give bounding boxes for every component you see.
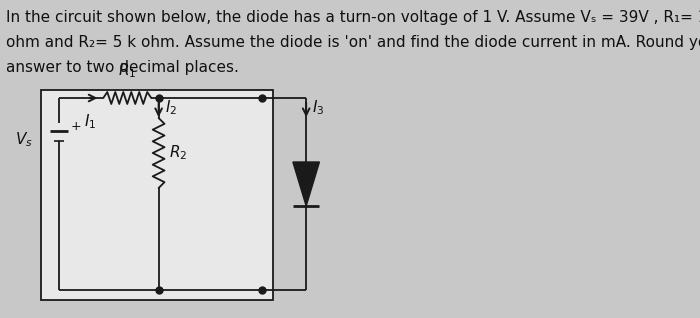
Text: answer to two decimal places.: answer to two decimal places. xyxy=(6,60,239,75)
Bar xyxy=(41,90,273,300)
Text: ohm and R₂= 5 k ohm. Assume the diode is 'on' and find the diode current in mA. : ohm and R₂= 5 k ohm. Assume the diode is… xyxy=(6,35,700,50)
Text: $I_2$: $I_2$ xyxy=(164,99,176,117)
Text: $I_3$: $I_3$ xyxy=(312,99,324,117)
Text: In the circuit shown below, the diode has a turn-on voltage of 1 V. Assume Vₛ = : In the circuit shown below, the diode ha… xyxy=(6,10,700,25)
Text: $V_s$: $V_s$ xyxy=(15,131,33,149)
Text: $R_2$: $R_2$ xyxy=(169,144,187,162)
Text: $I_1$: $I_1$ xyxy=(84,112,96,131)
Text: +: + xyxy=(71,121,81,134)
Bar xyxy=(41,90,273,300)
Polygon shape xyxy=(293,162,319,206)
Text: $R_1$: $R_1$ xyxy=(118,61,136,80)
